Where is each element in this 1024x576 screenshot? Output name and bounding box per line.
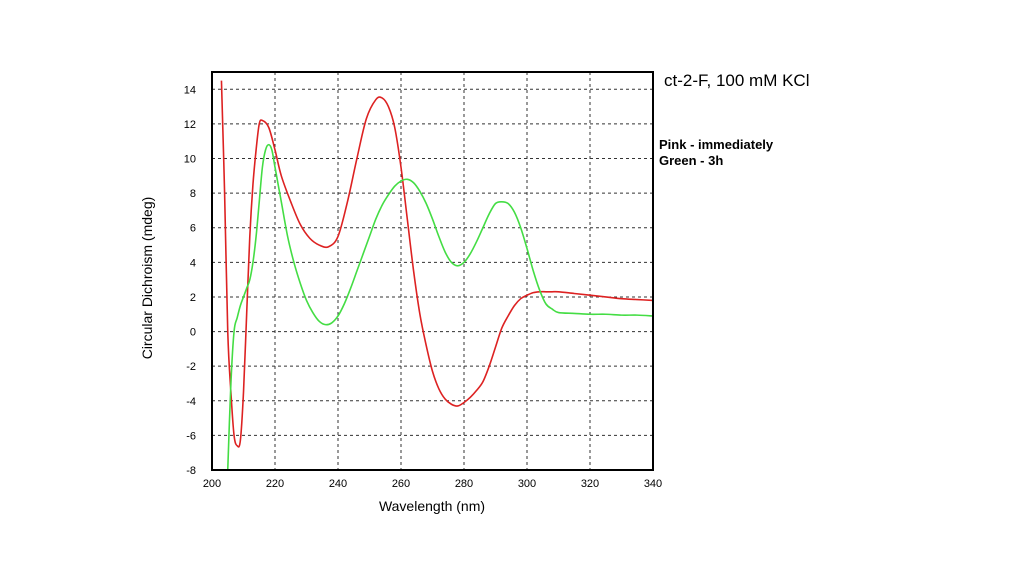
x-tick-label: 200 [203,478,221,490]
legend-entry-3h: Green - 3h [659,153,724,168]
y-tick-label: 8 [190,188,196,200]
x-tick-label: 320 [581,478,599,490]
y-tick-label: 0 [190,327,196,339]
x-tick-label: 220 [266,478,284,490]
y-tick-label: 10 [184,154,196,166]
y-tick-labels: -8 -6 -4 -2 0 2 4 6 8 10 12 14 [184,84,196,477]
y-tick-label: -2 [186,361,196,373]
series-lines [220,80,653,470]
y-tick-label: 6 [190,223,196,235]
x-tick-label: 300 [518,478,536,490]
y-tick-label: 2 [190,292,196,304]
y-tick-label: 14 [184,84,196,96]
grid-lines [212,72,653,470]
x-tick-label: 280 [455,478,473,490]
y-tick-label: 4 [190,257,196,269]
legend-entry-immediately: Pink - immediately [659,137,774,152]
x-axis-label: Wavelength (nm) [379,498,485,514]
x-tick-labels: 200 220 240 260 280 300 320 340 [203,478,662,490]
x-tick-label: 260 [392,478,410,490]
chart-annotation-title: ct-2-F, 100 mM KCl [664,71,810,90]
series-line-immediately [220,80,653,448]
x-tick-label: 340 [644,478,662,490]
y-tick-label: -8 [186,465,196,477]
y-axis-label: Circular Dichroism (mdeg) [139,197,155,360]
x-tick-label: 240 [329,478,347,490]
y-tick-label: -4 [186,396,196,408]
series-line-3h [226,143,653,470]
y-tick-label: -6 [186,430,196,442]
plot-frame [211,71,654,471]
y-tick-label: 12 [184,119,196,131]
